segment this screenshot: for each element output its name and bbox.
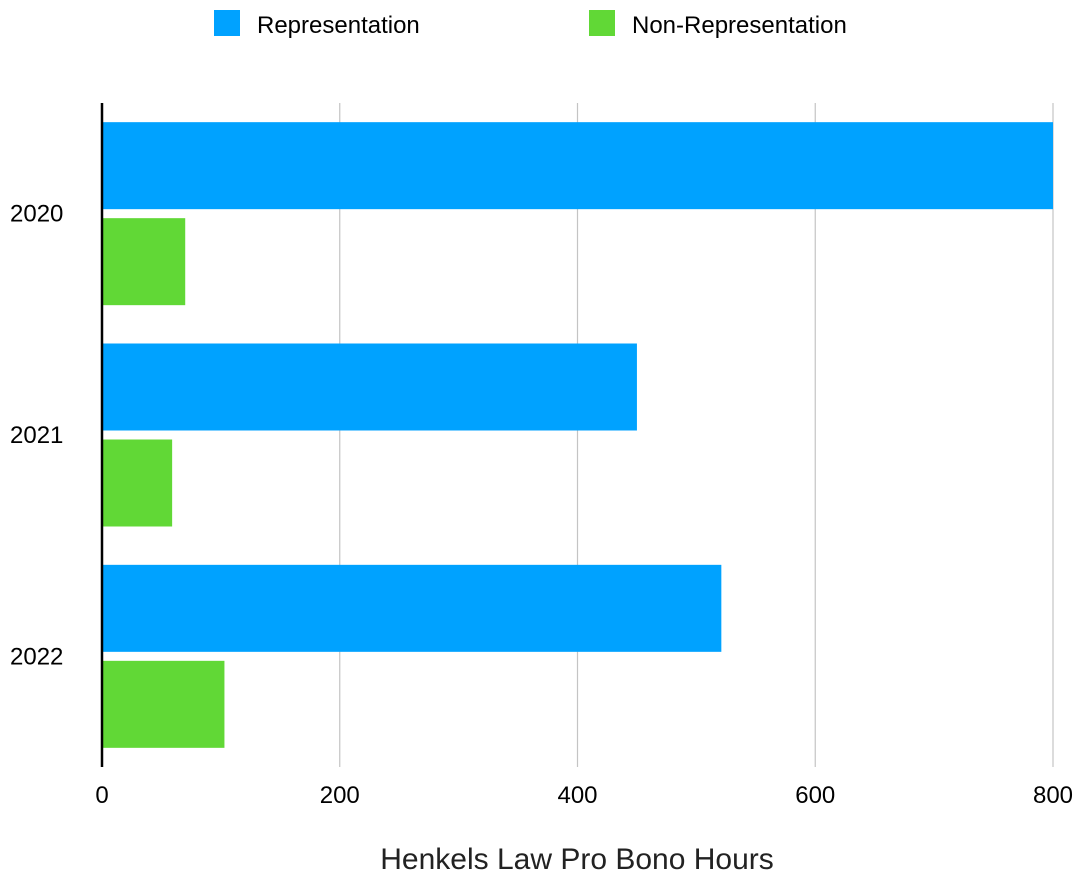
x-tick-label-0: 0 (95, 782, 108, 809)
y-category-label-2020: 2020 (10, 201, 63, 228)
bar-representation-2022 (102, 564, 722, 652)
bar-non-representation-2022 (102, 660, 225, 748)
gridlines (339, 103, 1054, 767)
x-tick-label-400: 400 (557, 782, 597, 809)
x-axis-title: Henkels Law Pro Bono Hours (380, 843, 774, 875)
bars (102, 122, 1053, 748)
x-tick-label-200: 200 (320, 782, 360, 809)
legend-swatch-non-representation (589, 10, 615, 36)
y-axis-categories: 2020 2021 2022 (10, 201, 63, 671)
bar-representation-2021 (102, 343, 637, 431)
x-tick-label-800: 800 (1033, 782, 1073, 809)
legend-label-representation: Representation (257, 12, 420, 39)
legend-swatch-representation (214, 10, 240, 36)
y-category-label-2022: 2022 (10, 643, 63, 670)
legend-label-non-representation: Non-Representation (632, 12, 847, 39)
x-axis-ticks: 0 200 400 600 800 (95, 782, 1073, 809)
legend: Representation Non-Representation (214, 10, 847, 39)
bar-representation-2020 (102, 122, 1053, 210)
x-tick-label-600: 600 (795, 782, 835, 809)
y-category-label-2021: 2021 (10, 422, 63, 449)
bar-non-representation-2020 (102, 218, 186, 306)
bar-non-representation-2021 (102, 439, 173, 527)
